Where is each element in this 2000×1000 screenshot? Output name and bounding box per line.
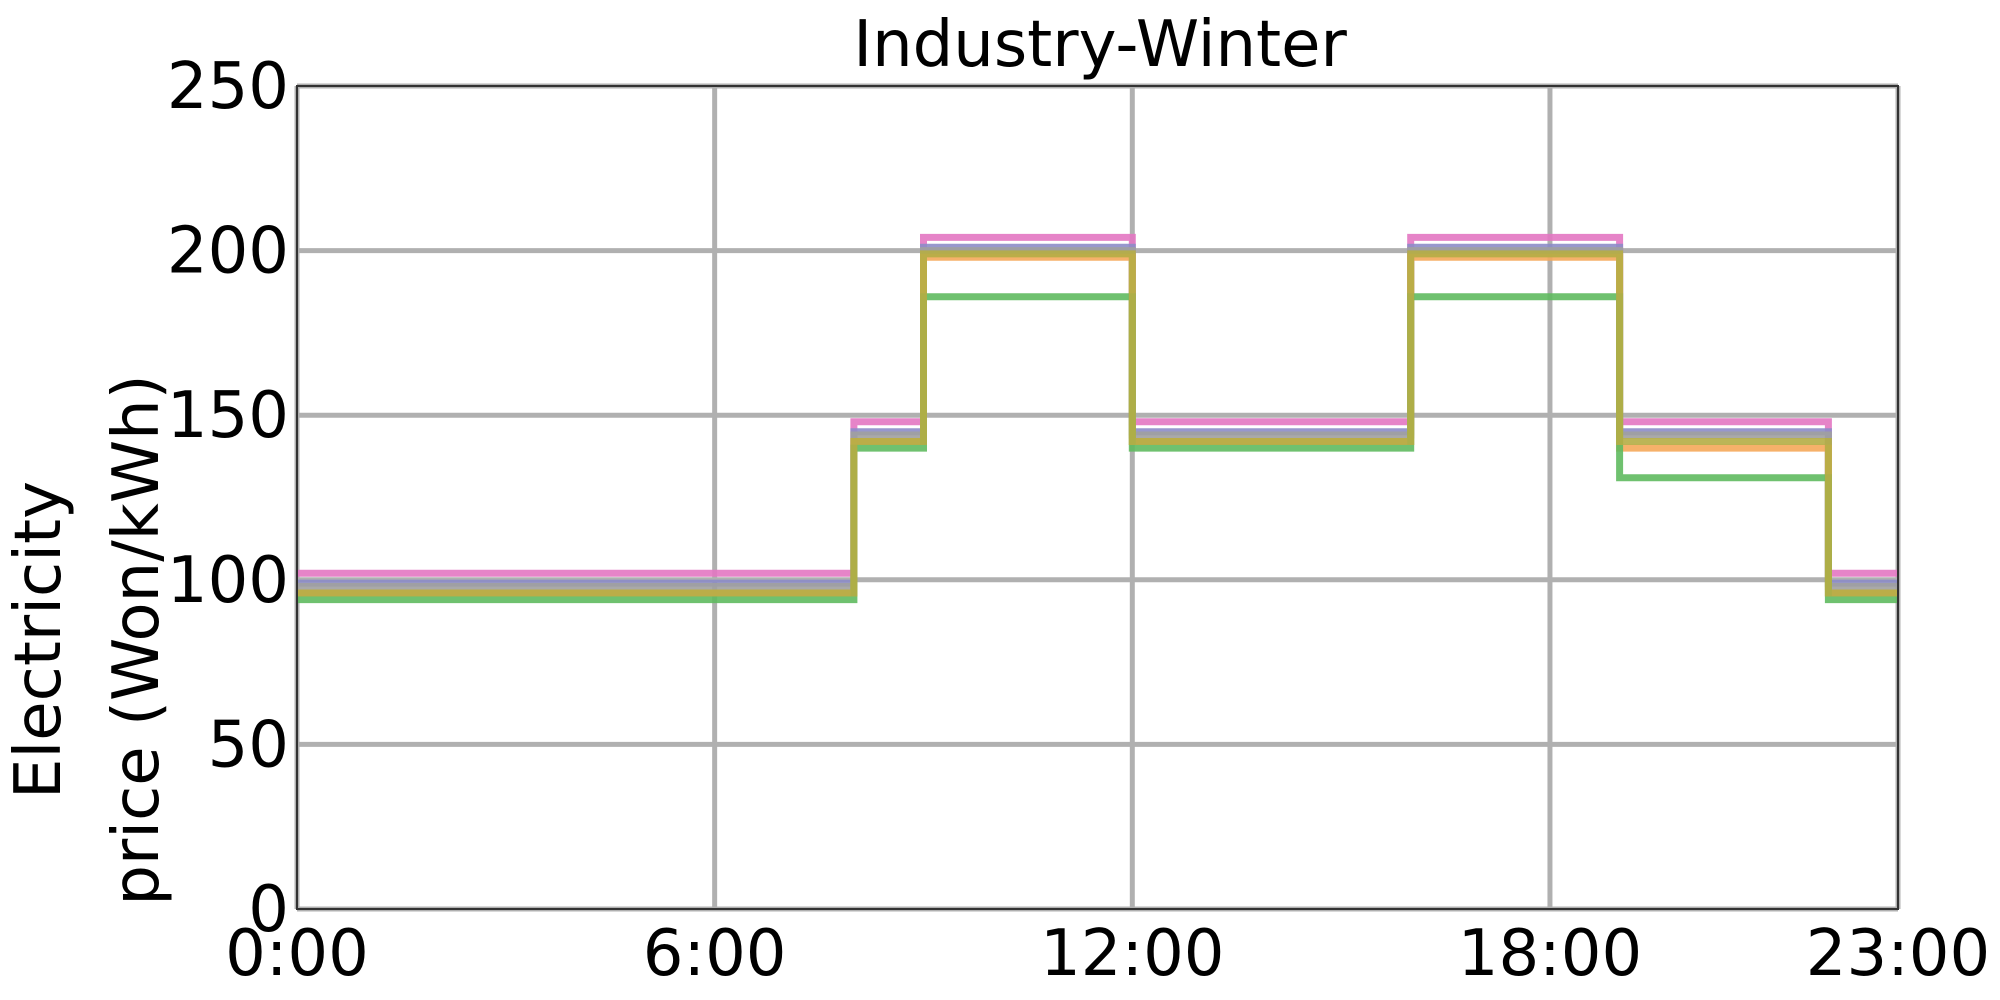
x-tick-labels: 0:00 6:00 12:00 18:00 23:00 (225, 917, 1990, 991)
y-axis-label-line-2: price (Won/kWh) (100, 374, 174, 905)
x-tick-label: 12:00 (1040, 917, 1224, 991)
y-tick-label: 100 (167, 544, 289, 618)
series-group (297, 233, 1898, 604)
y-tick-label: 200 (167, 215, 289, 289)
y-tick-label: 50 (208, 708, 289, 782)
y-tick-labels: 0 50 100 150 200 250 (167, 50, 289, 947)
series-line-5 (297, 293, 1898, 604)
x-tick-label: 0:00 (225, 917, 369, 991)
series-line-3 (297, 247, 1898, 590)
x-tick-label: 6:00 (643, 917, 787, 991)
x-tick-label: 18:00 (1458, 917, 1642, 991)
y-axis-label-line-1: Electricity (2, 481, 76, 799)
y-tick-label: 150 (167, 379, 289, 453)
series-line-6 (297, 250, 1898, 597)
chart-title: Industry-Winter (853, 8, 1347, 82)
x-tick-label: 23:00 (1806, 917, 1990, 991)
series-line-1 (297, 233, 1898, 577)
y-tick-label: 250 (167, 50, 289, 124)
y-tick-label: 0 (248, 873, 289, 947)
plot-frame (296, 85, 1899, 910)
grid (294, 83, 1901, 912)
